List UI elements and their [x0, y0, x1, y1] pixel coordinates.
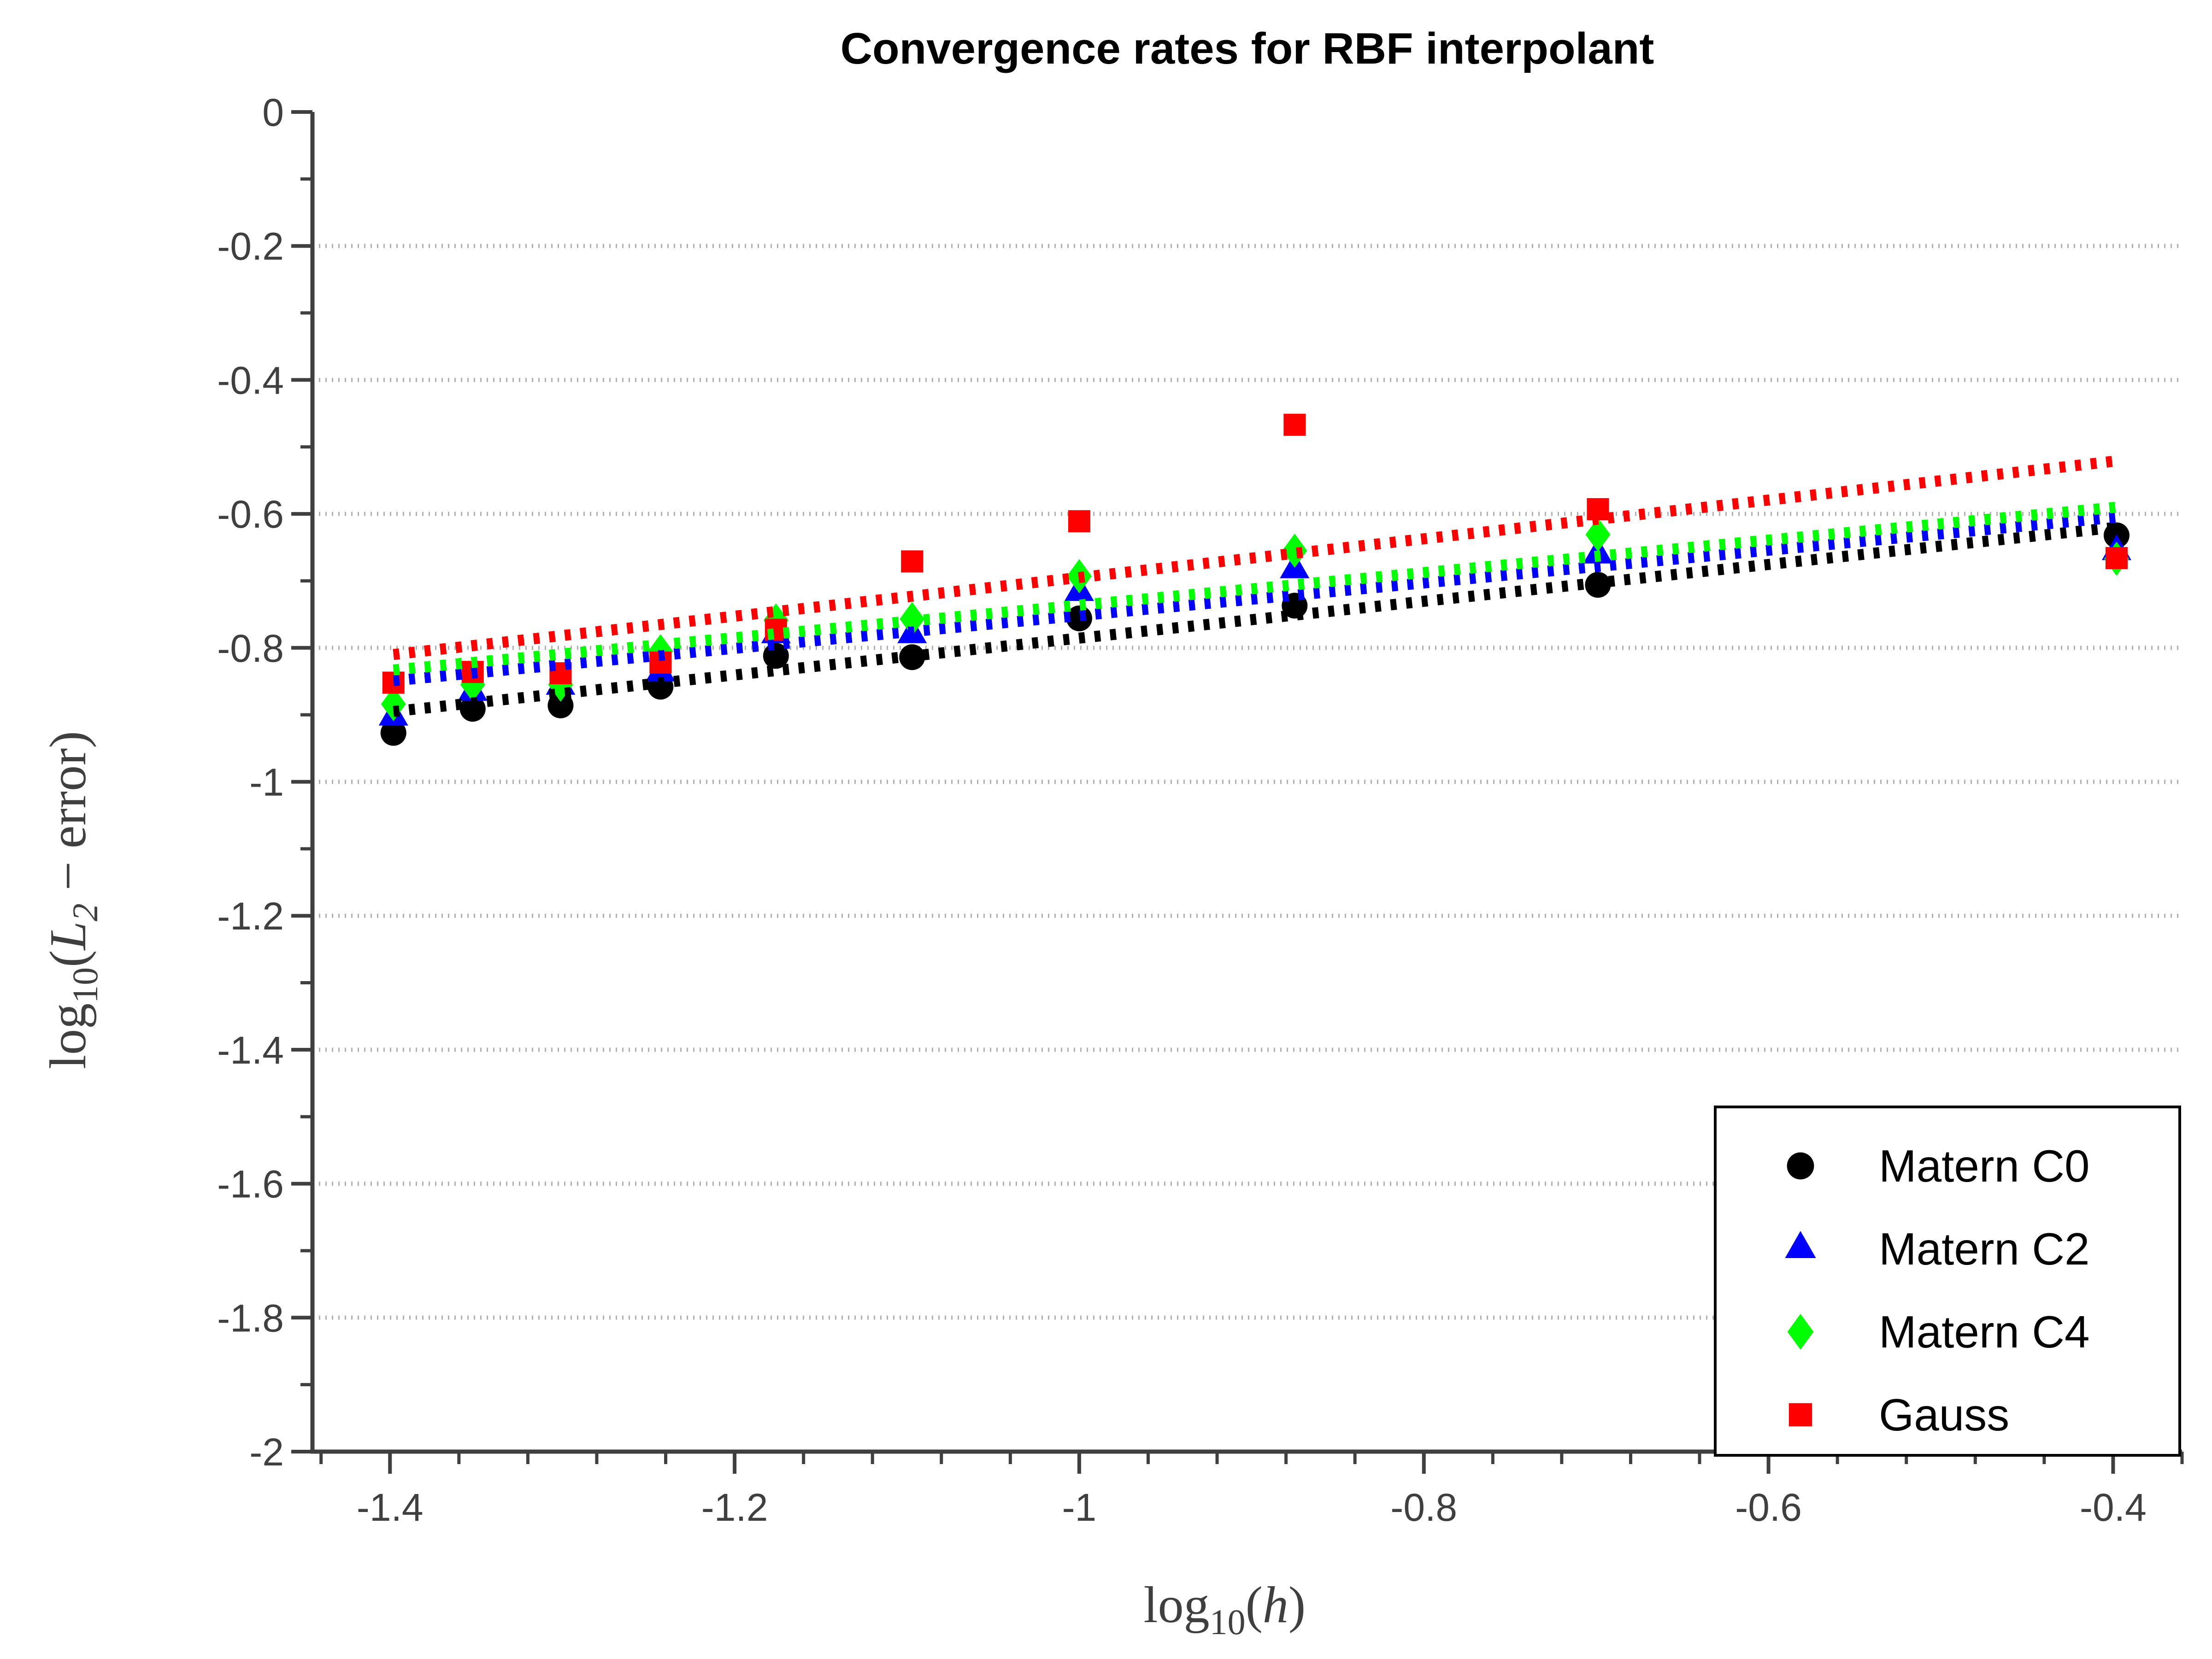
data-point-circle [380, 720, 406, 746]
data-point-diamond [381, 687, 406, 721]
y-tick-label: -1.8 [217, 1296, 284, 1340]
legend-label-matern-c2: Matern C2 [1879, 1224, 2090, 1274]
axis-ticks [291, 110, 2184, 1474]
legend-label-gauss: Gauss [1879, 1389, 2009, 1440]
x-tick-label: -1.2 [701, 1486, 768, 1529]
y-tick-label: -1 [249, 761, 284, 804]
data-point-diamond [1282, 534, 1307, 568]
data-point-triangle [1785, 1231, 1816, 1258]
x-axis-label: log10(h) [1144, 1577, 1306, 1642]
x-tick-label: -0.8 [1390, 1486, 1457, 1529]
data-point-square [1788, 1403, 1812, 1427]
series-matern-c0-markers [380, 522, 2130, 746]
axis-label-part: log [40, 1003, 97, 1069]
axis-label-part: L [40, 921, 97, 951]
axis-label-part: log [1144, 1577, 1210, 1634]
axis-label-part: ) [1288, 1577, 1306, 1634]
y-axis-label: log10(L2 − error) [40, 731, 105, 1069]
fit-line-gauss [393, 455, 2118, 660]
data-point-circle [1787, 1152, 1814, 1180]
y-tick-label: -0.6 [217, 493, 284, 536]
y-tick-label: -0.8 [217, 627, 284, 670]
axis-label-part: error [40, 748, 97, 849]
axis-label-part: 10 [65, 967, 105, 1003]
axis-label-part: 2 [65, 903, 105, 921]
data-point-square [901, 550, 924, 573]
y-tick-label: -0.4 [217, 359, 284, 402]
data-point-square [1068, 510, 1090, 533]
axis-label-part: ( [1246, 1577, 1263, 1634]
x-tick-label: -0.4 [2080, 1486, 2147, 1529]
legend-label-matern-c4: Matern C4 [1879, 1306, 2090, 1357]
legend: Matern C0 Matern C2 Matern C4 Gauss [1714, 1106, 2181, 1457]
data-point-circle [1066, 605, 1092, 631]
y-tick-label: -2 [249, 1430, 284, 1474]
axis-label-part: ) [40, 731, 97, 748]
axis-label-part: h [1263, 1577, 1288, 1634]
fit-line-matern-c2 [393, 512, 2118, 686]
axis-label-part: ( [40, 950, 97, 967]
data-point-square [1283, 413, 1306, 436]
y-tick-label: -1.2 [217, 894, 284, 938]
legend-label-matern-c0: Matern C0 [1879, 1141, 2090, 1191]
tick-labels: 0 -0.2 -0.4 -0.6 -0.8 -1 -1.2 -1.4 -1.6 -1.8 -2 -1.… [217, 91, 2147, 1529]
data-point-square [2105, 547, 2128, 570]
y-tick-label: -1.6 [217, 1163, 284, 1206]
fit-line-matern-c4 [393, 501, 2118, 676]
x-tick-label: -0.6 [1735, 1486, 1802, 1529]
x-tick-label: -1.4 [357, 1486, 424, 1529]
chart-title: Convergence rates for RBF interpolant [841, 24, 1654, 73]
data-point-circle [459, 696, 486, 722]
y-tick-label: -0.2 [217, 225, 284, 268]
axis-label-part: 10 [1210, 1602, 1246, 1642]
data-point-diamond [1585, 518, 1611, 552]
series-gauss-markers [382, 413, 2128, 694]
y-tick-label: 0 [262, 91, 284, 134]
x-tick-label: -1 [1062, 1486, 1097, 1529]
data-point-diamond [1787, 1314, 1814, 1350]
fit-line-matern-c0 [393, 522, 2118, 717]
axis-label-part: − [40, 848, 97, 903]
y-tick-label: -1.4 [217, 1029, 284, 1072]
data-point-square [382, 671, 405, 694]
